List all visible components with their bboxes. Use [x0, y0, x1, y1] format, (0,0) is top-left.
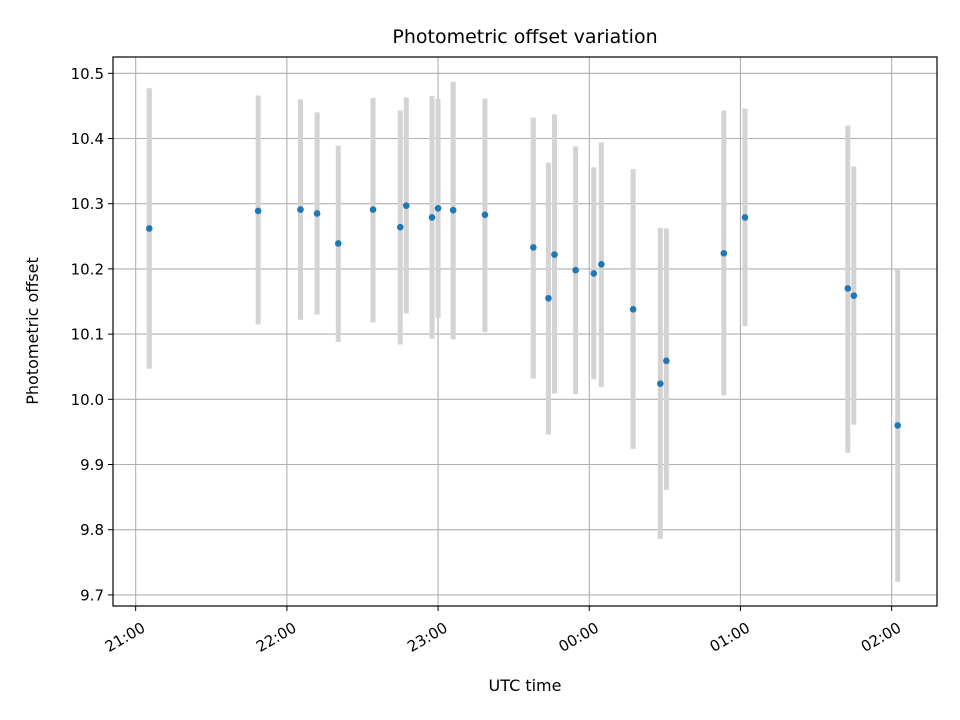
x-axis-label: UTC time [489, 676, 562, 695]
data-point [481, 211, 489, 219]
x-tick-label: 00:00 [555, 619, 601, 656]
y-tick-label: 10.0 [71, 391, 104, 409]
data-point [741, 214, 749, 221]
x-axis-ticks: 21:00 22:00 23:00 00:00 01:00 02:00 [102, 606, 904, 656]
data-point [844, 285, 852, 292]
x-tick-label: 23:00 [404, 619, 450, 656]
y-tick-label: 10.5 [71, 65, 104, 83]
data-point [629, 306, 637, 313]
data-point [403, 202, 410, 209]
x-tick-label: 02:00 [858, 619, 904, 656]
data-point [551, 251, 558, 258]
chart-title: Photometric offset variation [392, 26, 657, 48]
x-tick-label: 22:00 [253, 619, 299, 656]
data-point [572, 266, 579, 274]
errorbar-layer [146, 81, 901, 582]
data-point [530, 244, 537, 251]
y-axis-label: Photometric offset [23, 257, 42, 405]
data-point [657, 380, 664, 387]
data-point [894, 422, 901, 429]
data-point [313, 210, 321, 217]
y-tick-label: 9.7 [80, 586, 104, 604]
y-axis-ticks: 9.7 9.8 9.9 10.0 10.1 10.2 10.3 10.4 10.5 [71, 65, 113, 604]
x-tick-label: 01:00 [707, 619, 753, 656]
grid-layer [113, 57, 937, 606]
data-point [428, 214, 436, 221]
data-point [598, 261, 605, 268]
data-point [590, 270, 598, 277]
data-point [369, 206, 377, 213]
x-tick-label: 21:00 [102, 619, 148, 656]
y-tick-label: 10.4 [71, 130, 104, 148]
data-point [545, 294, 552, 302]
point-layer [145, 202, 901, 429]
data-point [297, 206, 304, 213]
y-tick-label: 10.3 [71, 195, 104, 213]
y-tick-label: 10.2 [71, 260, 104, 278]
y-tick-label: 10.1 [71, 326, 104, 344]
data-point [254, 207, 262, 215]
data-point [334, 240, 342, 247]
plot-frame [112, 56, 938, 607]
data-point [145, 225, 153, 232]
data-point [434, 204, 442, 212]
data-point [850, 292, 858, 299]
data-point [720, 249, 728, 257]
y-tick-label: 9.9 [80, 456, 104, 474]
data-point [663, 357, 670, 365]
data-point [396, 223, 404, 231]
data-point [449, 206, 457, 214]
y-tick-label: 9.8 [80, 521, 104, 539]
